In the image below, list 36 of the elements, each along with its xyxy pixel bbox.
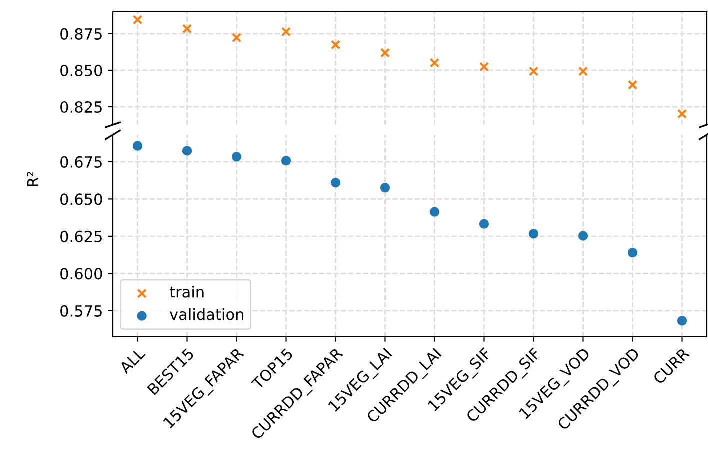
y-tick-label: 0.675 [60,156,102,168]
point [479,219,490,229]
point [677,316,688,326]
point [430,58,440,68]
point [182,146,192,156]
point [380,183,390,193]
x-tick-label: ALL [118,347,146,374]
point [578,66,588,76]
point [628,248,638,258]
point [479,62,490,72]
point [330,40,341,50]
point [281,27,292,37]
legend-label: train [170,286,204,298]
y-tick-label: 0.825 [60,101,102,114]
legend-label: validation [170,308,244,320]
point [430,207,440,217]
point [628,80,638,90]
point [232,152,242,162]
point [528,66,539,76]
y-tick-label: 0.625 [60,230,102,242]
point [330,178,341,188]
point [677,109,688,119]
point [281,156,292,166]
y-tick-label: 0.575 [60,305,102,317]
y-tick-label: 0.875 [60,28,102,40]
y-axis-title: R² [27,172,39,186]
y-tick-label: 0.650 [60,194,102,206]
point [232,33,242,43]
y-tick-label: 0.850 [60,64,102,76]
point [132,15,143,25]
point [182,24,192,34]
point [132,141,143,151]
point [578,231,588,241]
point [528,229,539,239]
y-tick-label: 0.600 [60,268,102,280]
point [380,48,390,58]
